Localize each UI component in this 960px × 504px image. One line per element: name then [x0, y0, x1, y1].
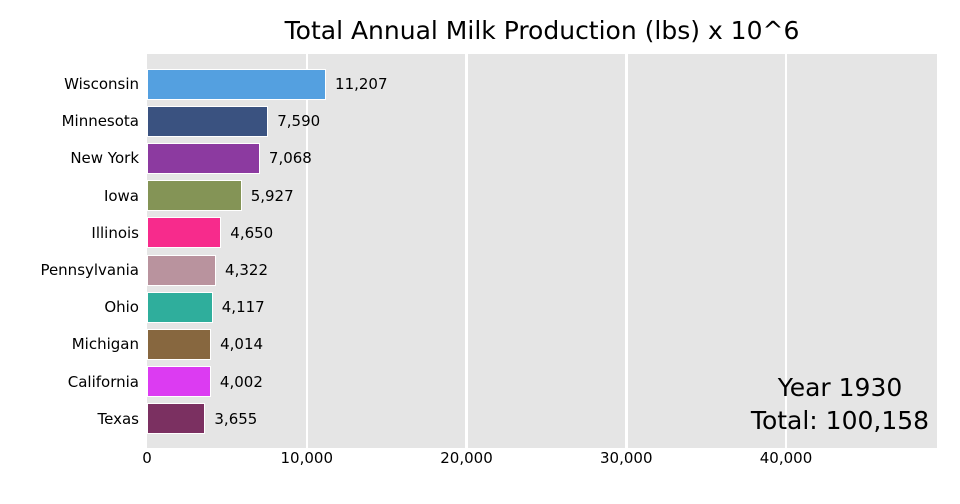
- category-label-pennsylvania: Pennsylvania: [40, 261, 139, 279]
- category-label-ohio: Ohio: [104, 298, 139, 317]
- value-label-iowa: 5,927: [250, 186, 294, 205]
- value-label-michigan: 4,014: [220, 335, 264, 354]
- value-label-ohio: 4,117: [221, 298, 265, 317]
- bar-california: [147, 366, 211, 398]
- category-label-minnesota: Minnesota: [61, 112, 139, 131]
- value-label-texas: 3,655: [214, 409, 258, 428]
- bar-minnesota: [147, 105, 269, 137]
- value-label-california: 4,002: [219, 372, 263, 391]
- category-label-texas: Texas: [97, 409, 139, 428]
- gridline-x-30,000: [625, 54, 628, 448]
- category-label-michigan: Michigan: [71, 335, 139, 354]
- chart-title: Total Annual Milk Production (lbs) x 10^…: [284, 16, 800, 45]
- value-label-illinois: 4,650: [230, 223, 274, 242]
- plot-area: [147, 54, 937, 448]
- bar-michigan: [147, 328, 212, 360]
- value-label-new-york: 7,068: [268, 149, 312, 168]
- x-tick-label-30,000: 30,000: [600, 449, 653, 467]
- bar-ohio: [147, 291, 213, 323]
- total-label: Total: 100,158: [750, 406, 930, 435]
- value-label-minnesota: 7,590: [277, 112, 321, 131]
- x-tick-label-10,000: 10,000: [280, 449, 334, 467]
- category-label-iowa: Iowa: [103, 186, 139, 205]
- x-tick-label-0: 0: [142, 449, 152, 467]
- bar-illinois: [147, 217, 222, 249]
- bar-pennsylvania: [147, 254, 217, 286]
- x-tick-label-20,000: 20,000: [440, 449, 493, 467]
- value-label-pennsylvania: 4,322: [225, 261, 268, 279]
- bar-wisconsin: [147, 68, 327, 100]
- category-label-new-york: New York: [70, 149, 139, 168]
- bar-texas: [147, 403, 206, 435]
- bar-new-york: [147, 142, 260, 174]
- gridline-x-20,000: [465, 54, 468, 448]
- x-tick-label-40,000: 40,000: [759, 449, 813, 467]
- category-label-illinois: Illinois: [91, 223, 139, 242]
- gridline-x-10,000: [305, 54, 308, 448]
- bar-iowa: [147, 180, 242, 212]
- category-label-california: California: [67, 372, 139, 391]
- category-label-wisconsin: Wisconsin: [64, 75, 139, 93]
- gridline-x-40,000: [784, 54, 788, 448]
- value-label-wisconsin: 11,207: [335, 75, 388, 93]
- year-label: Year 1930: [777, 373, 903, 402]
- year-total-annotation: Year 1930 Total: 100,158: [690, 371, 960, 437]
